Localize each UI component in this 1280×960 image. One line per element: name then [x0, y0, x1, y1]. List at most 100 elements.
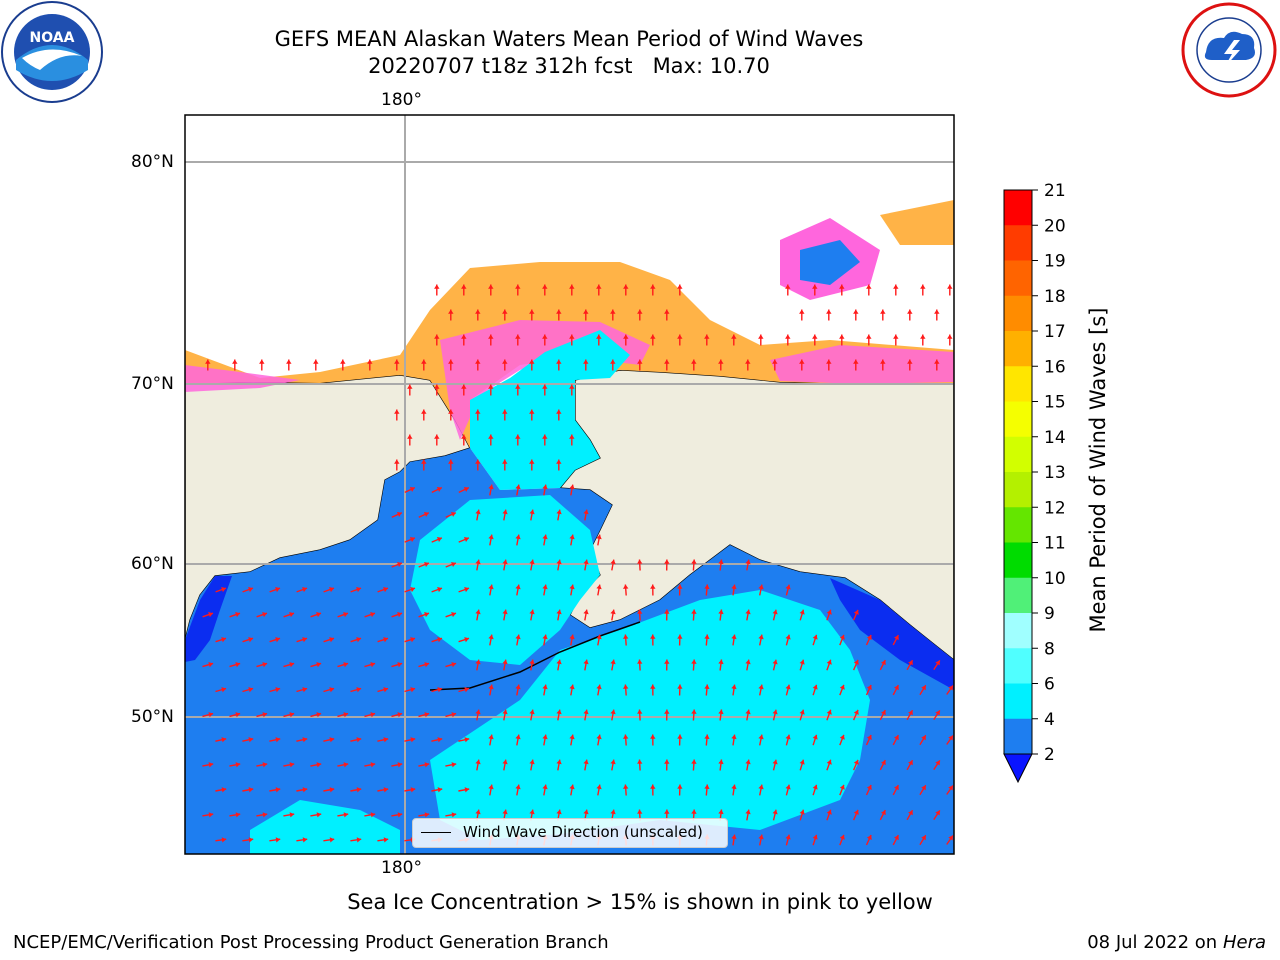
wind-wave-arrowhead: [596, 534, 602, 540]
wind-wave-arrowhead: [464, 687, 470, 693]
wind-wave-arrowhead: [610, 659, 616, 665]
wind-wave-arrowhead: [731, 334, 737, 339]
wind-wave-arrowhead: [289, 812, 295, 818]
wind-wave-arrowhead: [410, 737, 416, 743]
wind-wave-arrowhead: [515, 534, 521, 540]
wind-wave-arrowhead: [664, 559, 670, 564]
wind-wave-arrowhead: [826, 359, 832, 364]
aleutian-islands: [429, 621, 641, 691]
wind-wave-arrowhead: [772, 709, 778, 715]
wind-wave-arrowhead: [515, 784, 521, 790]
colorbar-tick-label: 19: [1044, 252, 1066, 272]
wind-wave-arrowhead: [370, 812, 376, 818]
wind-wave-arrowhead: [302, 787, 308, 793]
wind-wave-arrowhead: [397, 712, 403, 718]
wind-wave-arrowhead: [275, 737, 281, 743]
wind-wave-arrowhead: [650, 634, 656, 639]
wind-wave-arrowhead: [463, 537, 469, 542]
wind-wave-arrowhead: [356, 737, 362, 743]
wind-wave-arrowhead: [397, 562, 402, 567]
wind-wave-arrowhead: [637, 359, 643, 364]
wind-wave-arrowhead: [208, 762, 214, 768]
wind-wave-arrowhead: [289, 662, 295, 668]
wind-wave-arrowhead: [502, 609, 508, 615]
wind-wave-arrowhead: [839, 334, 845, 339]
wind-wave-arrowhead: [664, 359, 670, 364]
wind-wave-arrowhead: [343, 612, 348, 618]
wind-wave-arrowhead: [758, 634, 764, 640]
wind-wave-arrowhead: [286, 359, 292, 364]
wind-wave-arrowhead: [488, 534, 494, 540]
wind-wave-arrowhead: [637, 709, 643, 714]
wind-wave-arrowhead: [610, 609, 616, 615]
wind-wave-arrowhead: [461, 384, 467, 389]
wind-wave-arrowhead: [637, 809, 643, 814]
wind-wave-arrowhead: [475, 459, 481, 464]
wind-wave-arrowhead: [383, 837, 389, 843]
wind-wave-arrowhead: [556, 309, 562, 314]
wind-wave-arrowhead: [383, 687, 389, 693]
wind-wave-arrowhead: [248, 637, 253, 643]
wind-wave-arrowhead: [610, 309, 616, 314]
wind-wave-arrowhead: [448, 459, 454, 464]
wind-wave-arrowhead: [583, 659, 589, 665]
wind-wave-arrowhead: [556, 509, 562, 515]
wind-wave-arrowhead: [502, 709, 508, 715]
wind-wave-arrowhead: [542, 384, 548, 389]
wind-wave-arrowhead: [839, 634, 845, 640]
wind-wave-arrowhead: [610, 759, 616, 765]
wind-wave-arrowhead: [529, 609, 535, 615]
wind-wave-arrowhead: [610, 359, 616, 364]
wind-wave-arrowhead: [464, 737, 470, 743]
wind-wave-arrowhead: [947, 284, 953, 289]
wind-wave-arrowhead: [718, 559, 724, 565]
wind-wave-arrowhead: [907, 359, 913, 364]
wind-wave-arrowhead: [208, 712, 214, 718]
wind-wave-arrowhead: [677, 734, 683, 739]
wind-wave-arrowhead: [664, 809, 670, 814]
wind-wave-arrowhead: [437, 687, 443, 693]
wind-wave-arrowhead: [394, 459, 400, 464]
map-frame: [184, 114, 955, 855]
wind-wave-arrowhead: [799, 609, 805, 615]
wind-wave-arrowhead: [758, 684, 764, 690]
wind-wave-arrowhead: [556, 759, 562, 765]
wind-wave-arrowhead: [691, 709, 697, 714]
wind-wave-arrowhead: [637, 309, 643, 314]
wind-wave-arrowhead: [583, 559, 589, 565]
colorbar-segment: [1004, 507, 1032, 543]
wind-wave-arrowhead: [488, 484, 494, 490]
wind-wave-arrowhead: [569, 384, 575, 389]
wind-wave-arrowhead: [596, 784, 602, 790]
wind-wave-arrowhead: [464, 637, 469, 643]
wind-wave-arrowhead: [329, 637, 334, 643]
wind-wave-arrowhead: [934, 309, 940, 314]
wind-wave-arrowhead: [356, 637, 361, 643]
ice-patch-ne: [880, 200, 954, 245]
wind-wave-arrowhead: [569, 584, 575, 590]
wind-wave-arrowhead: [596, 634, 602, 640]
colorbar-segment: [1004, 683, 1032, 720]
wind-wave-arrowhead: [839, 684, 845, 690]
wind-wave-arrowhead: [221, 787, 227, 793]
wind-wave-arrowhead: [839, 734, 845, 740]
wind-wave-arrowhead: [221, 687, 227, 693]
wind-wave-arrowhead: [488, 334, 494, 339]
wind-wave-arrowhead: [731, 584, 737, 590]
wind-wave-arrowhead: [650, 784, 656, 789]
wind-wave-arrowhead: [488, 434, 494, 439]
wind-wave-arrowhead: [583, 359, 589, 364]
wind-wave-arrowhead: [437, 587, 442, 593]
wind-wave-arrowhead: [650, 734, 656, 739]
wind-wave-arrowhead: [826, 709, 832, 715]
ocean-deep-kamchatka: [185, 576, 232, 662]
wind-wave-arrowhead: [623, 734, 629, 739]
wind-wave-arrowhead: [451, 612, 456, 618]
colorbar-tick-label: 21: [1044, 181, 1066, 201]
wind-wave-arrowhead: [664, 759, 670, 764]
wind-wave-arrowhead: [812, 634, 818, 640]
wind-wave-arrowhead: [894, 735, 899, 741]
wind-wave-arrowhead: [866, 334, 872, 339]
wind-wave-arrowhead: [475, 509, 481, 515]
wind-wave-arrowhead: [407, 434, 413, 439]
